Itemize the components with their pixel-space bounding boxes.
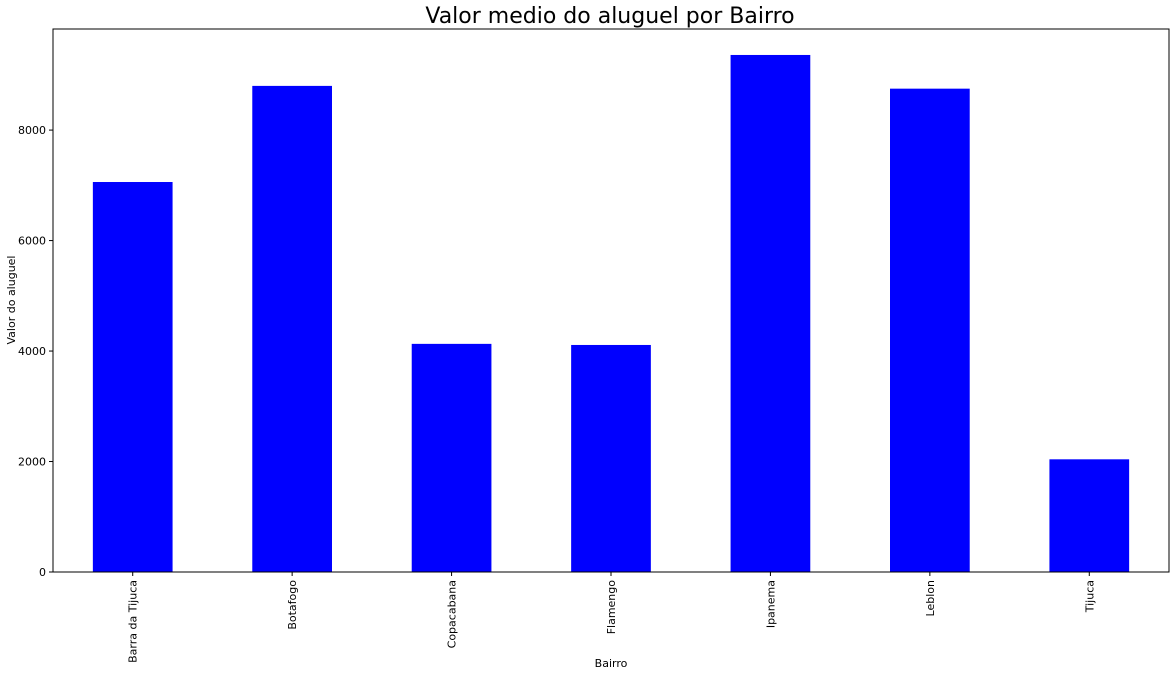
- x-tick-label-2: Copacabana: [446, 580, 459, 648]
- x-tick-label-5: Leblon: [924, 580, 937, 616]
- chart-title: Valor medio do aluguel por Bairro: [425, 4, 794, 29]
- y-tick-label-0: 0: [39, 566, 46, 579]
- bar-3: [571, 344, 651, 572]
- x-tick-label-6: Tijuca: [1083, 580, 1096, 613]
- bar-1: [252, 85, 332, 572]
- y-axis-label: Valor do aluguel: [5, 256, 18, 345]
- y-axis-ticks: 0 2000 4000 6000 8000: [18, 124, 53, 579]
- bar-0: [92, 182, 173, 572]
- bar-6: [1049, 459, 1130, 572]
- y-tick-label-2: 4000: [18, 345, 46, 358]
- plot-frame: [52, 28, 1170, 573]
- bar-5: [890, 88, 970, 572]
- y-tick-label-3: 6000: [18, 235, 46, 248]
- x-tick-label-4: Ipanema: [764, 580, 777, 628]
- x-tick-label-3: Flamengo: [605, 580, 618, 635]
- x-tick-label-1: Botafogo: [286, 580, 299, 630]
- bar-4: [730, 54, 811, 573]
- x-axis-ticks: Barra da Tijuca Botafogo Copacabana Flameng…: [127, 572, 1096, 663]
- bar-2: [411, 343, 492, 572]
- y-tick-label-4: 8000: [18, 124, 46, 137]
- x-tick-label-0: Barra da Tijuca: [127, 580, 140, 663]
- x-axis-label: Bairro: [595, 657, 628, 670]
- y-tick-label-1: 2000: [18, 456, 46, 469]
- bars-group: [92, 54, 1130, 573]
